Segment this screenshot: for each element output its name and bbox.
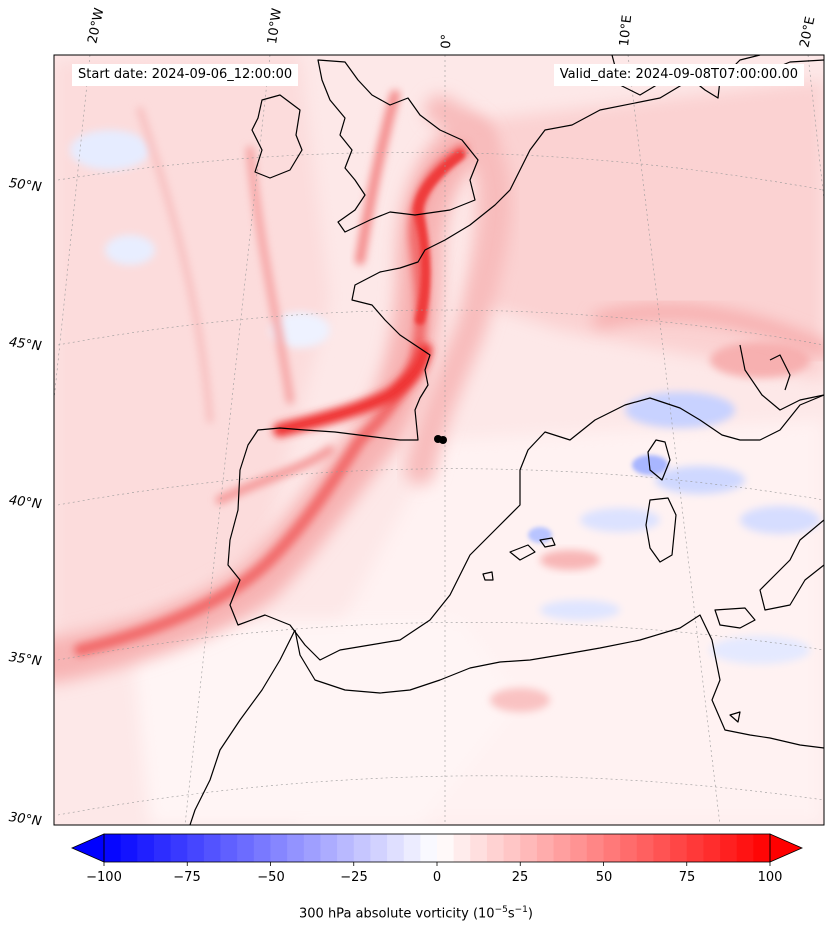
colorbar-segment: [453, 834, 471, 862]
colorbar-segment: [420, 834, 438, 862]
colorbar-segment: [437, 834, 455, 862]
coast-tunisia-island: [729, 711, 741, 723]
colorbar-segment: [287, 834, 305, 862]
coast-menorca: [539, 537, 556, 548]
colorbar-segment: [187, 834, 205, 862]
colorbar-extend-min: [71, 833, 105, 863]
colorbar-segment: [553, 834, 571, 862]
colorbar-segment: [237, 834, 255, 862]
coast-italy-north: [739, 344, 824, 411]
colorbar-segment: [253, 834, 271, 862]
colorbar-extend-max: [769, 833, 803, 863]
colorbar-tick-label: 50: [595, 870, 613, 885]
coast-italy-south: [759, 519, 824, 611]
coast-mallorca: [509, 544, 536, 561]
vorticity-field: [54, 55, 824, 825]
colorbar-tick-label: −100: [86, 870, 122, 885]
colorbar-segment: [620, 834, 638, 862]
colorbar-segment: [320, 834, 338, 862]
colorbar-tick-label: 25: [511, 870, 529, 885]
colorbar: [71, 833, 803, 866]
colorbar-segment: [220, 834, 238, 862]
colorbar-segment: [653, 834, 671, 862]
valid-date-label: Valid_date: 2024-09-08T07:00:00.00: [553, 64, 804, 86]
map-frame: [53, 54, 825, 826]
colorbar-tick-label: 75: [678, 870, 696, 885]
track-marker: [434, 435, 447, 444]
colorbar-segment: [603, 834, 621, 862]
colorbar-tick-label: −50: [257, 870, 285, 885]
colorbar-segment: [570, 834, 588, 862]
colorbar-segment: [120, 834, 138, 862]
colorbar-segment: [536, 834, 554, 862]
colorbar-segment: [486, 834, 504, 862]
coast-sardinia: [645, 497, 677, 563]
colorbar-tick-label: 100: [757, 870, 783, 885]
colorbar-segment: [170, 834, 188, 862]
colorbar-segment: [586, 834, 604, 862]
colorbar-segment: [636, 834, 654, 862]
colorbar-segment: [270, 834, 288, 862]
colorbar-segment: [137, 834, 155, 862]
colorbar-segment: [520, 834, 538, 862]
colorbar-segment: [153, 834, 171, 862]
coast-great-britain: [317, 59, 479, 233]
colorbar-tick-label: −75: [173, 870, 201, 885]
colorbar-segment: [703, 834, 721, 862]
start-date-label: Start date: 2024-09-06_12:00:00: [72, 64, 299, 86]
colorbar-segment: [353, 834, 371, 862]
coast-europe: [227, 59, 824, 661]
colorbar-segment: [387, 834, 405, 862]
coast-adriatic: [769, 354, 791, 391]
colorbar-segment: [503, 834, 521, 862]
lon-label-0: 0°: [439, 33, 455, 49]
colorbar-segment: [403, 834, 421, 862]
colorbar-segment: [670, 834, 688, 862]
coast-morocco-atlantic: [189, 629, 296, 825]
colorbar-segment: [337, 834, 355, 862]
colorbar-segments: [104, 834, 771, 862]
colorbar-segment: [720, 834, 738, 862]
colorbar-tick-label: −25: [340, 870, 368, 885]
colorbar-tick-marks: [103, 862, 771, 866]
coast-ireland: [251, 94, 303, 179]
colorbar-segment: [470, 834, 488, 862]
coast-corsica: [647, 439, 671, 481]
coastlines: [189, 55, 824, 825]
colorbar-segment: [104, 834, 122, 862]
colorbar-segment: [303, 834, 321, 862]
colorbar-label: 300 hPa absolute vorticity (10−5s−1): [299, 905, 533, 922]
colorbar-tick-label: 0: [432, 870, 442, 885]
colorbar-segment: [203, 834, 221, 862]
colorbar-segment: [753, 834, 771, 862]
colorbar-segment: [736, 834, 754, 862]
colorbar-segment: [686, 834, 704, 862]
coast-ibiza: [482, 571, 494, 581]
coast-sicily: [714, 607, 756, 629]
coast-north-africa: [294, 614, 824, 749]
colorbar-segment: [370, 834, 388, 862]
